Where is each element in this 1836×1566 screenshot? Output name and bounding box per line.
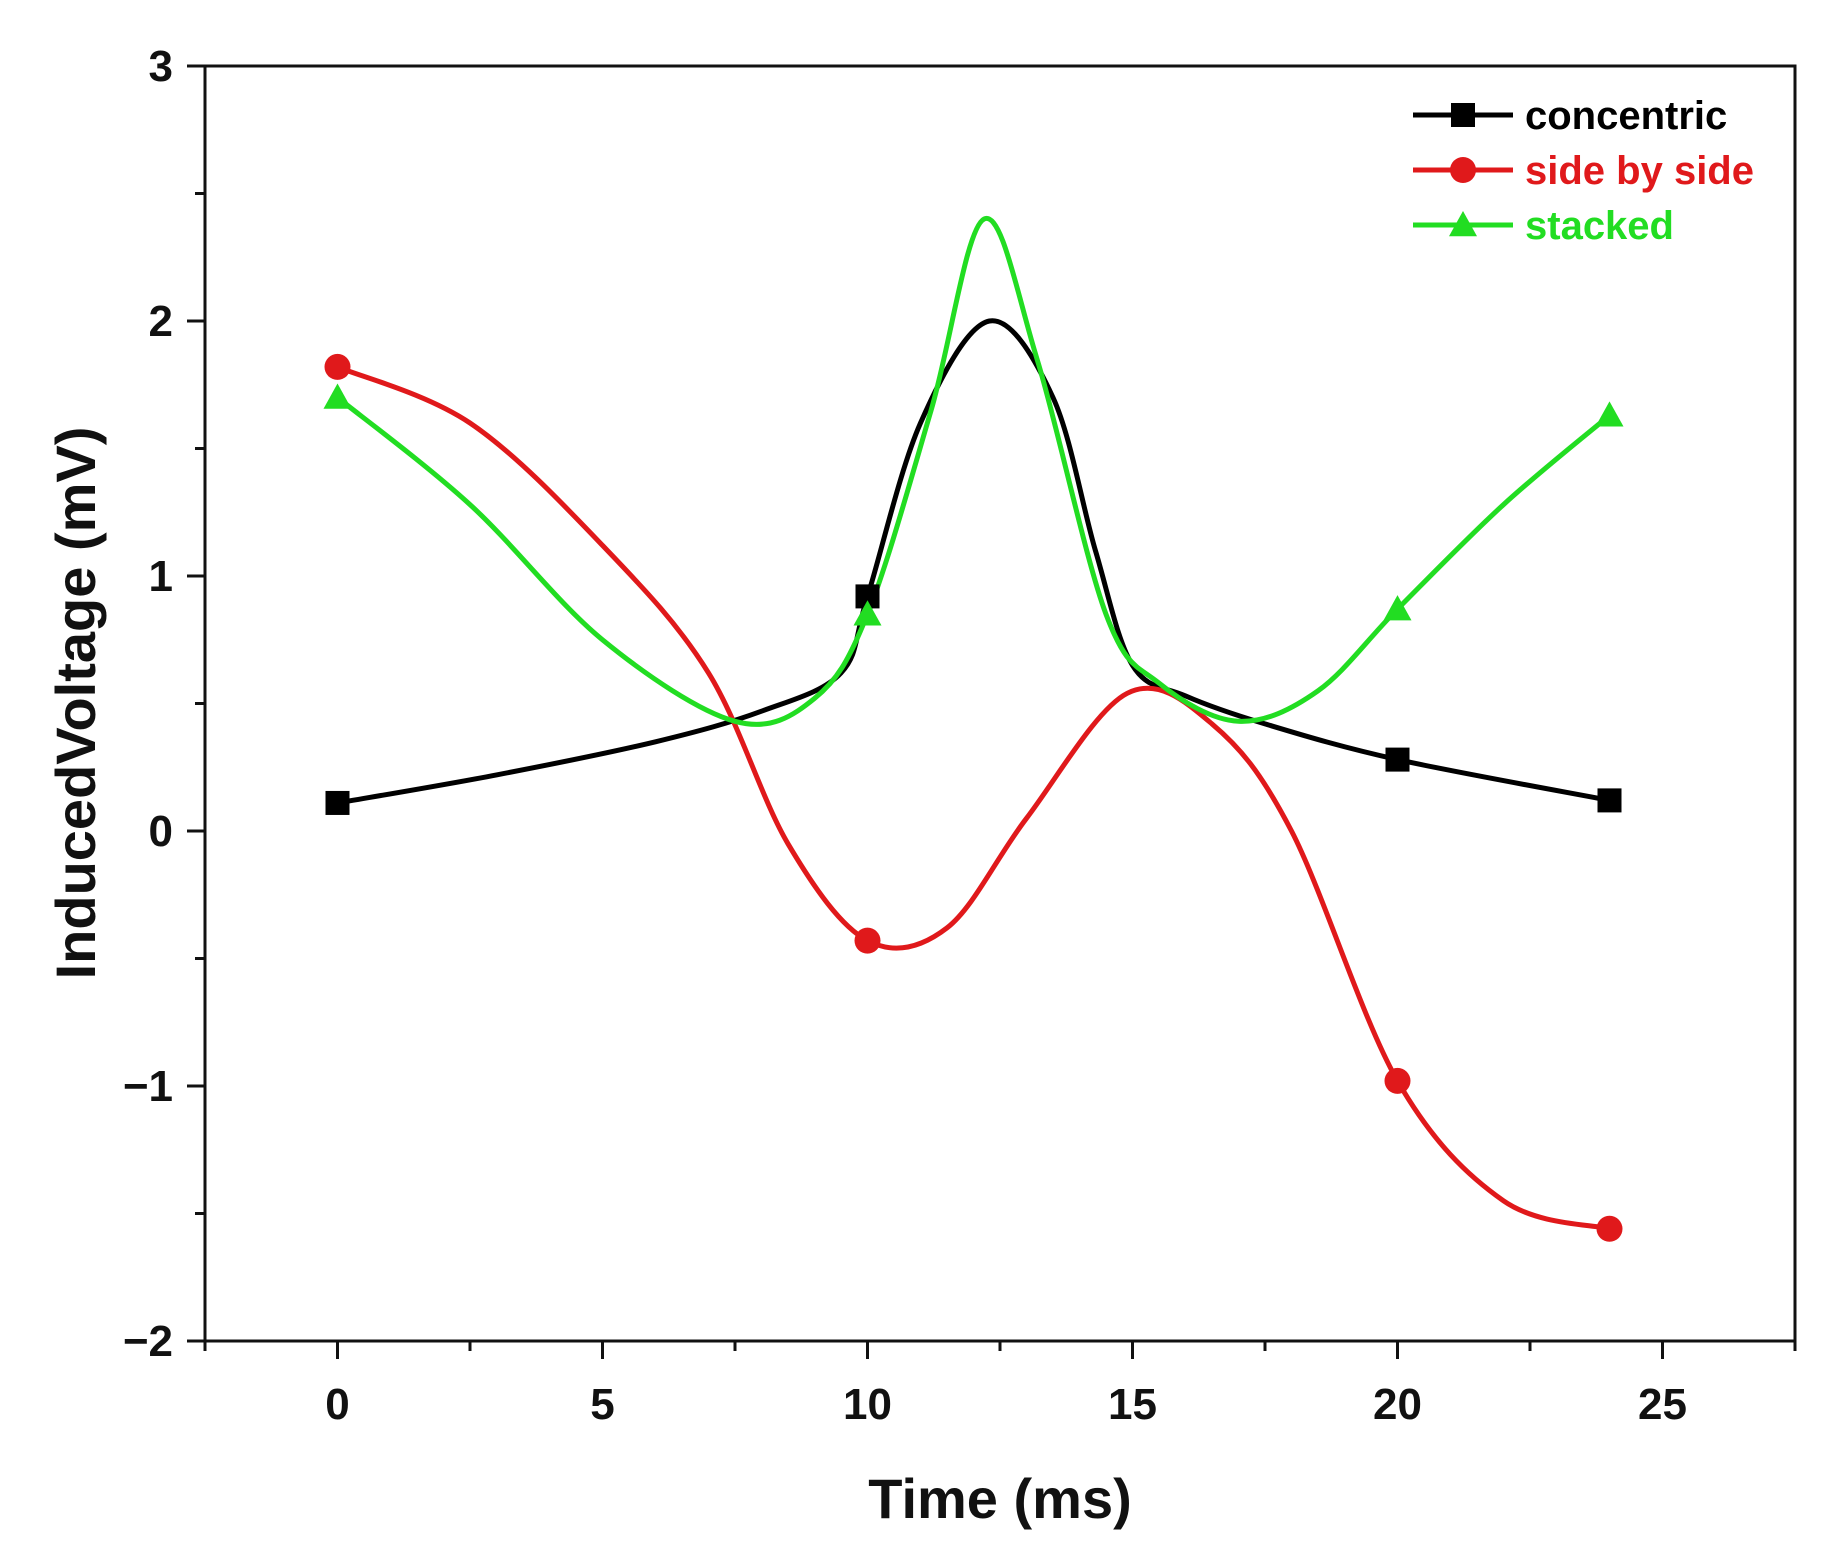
x-axis-title: Time (ms) (868, 1467, 1131, 1530)
axis-ticks (187, 64, 1797, 1359)
data-point-side-by-side (854, 927, 881, 954)
legend-marker-stacked (1449, 211, 1477, 237)
data-point-stacked (853, 600, 882, 626)
y-tick-label: −1 (123, 1062, 173, 1111)
legend-label-stacked: stacked (1525, 204, 1674, 248)
data-point-side-by-side (324, 353, 351, 380)
data-point-concentric (1385, 747, 1410, 772)
plot-frame (203, 64, 1797, 1343)
series-line-concentric (335, 318, 1612, 806)
x-tick-label: 10 (843, 1380, 892, 1429)
legend-label-concentric: concentric (1525, 94, 1727, 138)
series-lines (335, 216, 1612, 1232)
y-tick-label: 1 (149, 552, 173, 601)
data-point-stacked (1595, 401, 1624, 427)
legend-marker-concentric (1451, 103, 1475, 127)
data-point-side-by-side (1596, 1215, 1623, 1242)
x-tick-label: 15 (1108, 1380, 1157, 1429)
legend: concentric side by side stacked (1413, 94, 1754, 248)
series-line-stacked (335, 216, 1612, 727)
series-markers (323, 353, 1624, 1242)
data-point-concentric (1597, 788, 1622, 813)
x-tick-label: 20 (1373, 1380, 1422, 1429)
axis-tick-labels: 0 5 10 15 20 25 −2 −1 0 1 2 3 (123, 42, 1687, 1429)
data-point-stacked (1383, 595, 1412, 621)
y-tick-label: −2 (123, 1317, 173, 1366)
y-tick-label: 2 (149, 297, 173, 346)
series-line-side-by-side (335, 364, 1612, 1232)
x-tick-label: 0 (325, 1380, 349, 1429)
data-point-side-by-side (1384, 1067, 1411, 1094)
legend-marker-side-by-side (1450, 157, 1476, 183)
y-tick-label: 3 (149, 42, 173, 91)
x-tick-label: 25 (1638, 1380, 1687, 1429)
x-tick-label: 5 (590, 1380, 614, 1429)
y-axis-title: InducedVoltage (mV) (44, 427, 107, 980)
data-point-concentric (325, 790, 350, 815)
y-tick-label: 0 (149, 807, 173, 856)
data-point-stacked (323, 383, 352, 409)
legend-label-side-by-side: side by side (1525, 149, 1754, 193)
